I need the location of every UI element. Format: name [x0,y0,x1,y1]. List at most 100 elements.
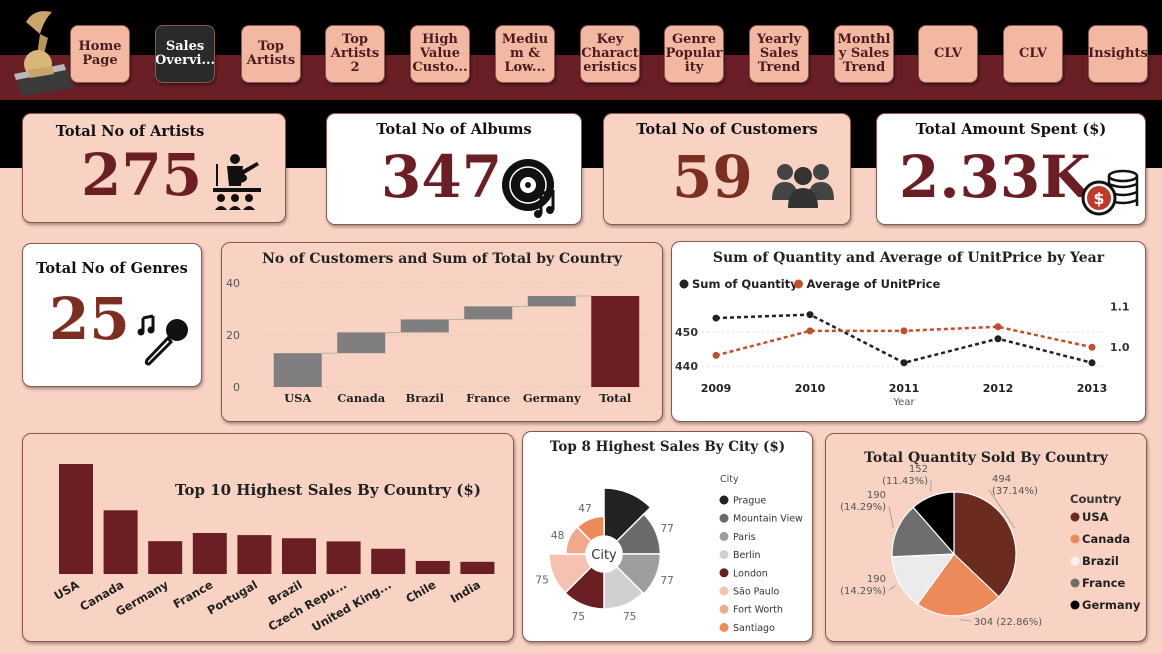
legend-label: Average of UnitPrice [807,277,941,291]
slice-pct-label: (11.43%) [882,476,928,487]
nav-button-11[interactable]: CLV [1003,25,1063,83]
performer-on-stage-icon [213,154,261,210]
bar [59,464,93,574]
legend-label: Mountain View [733,514,803,525]
x-tick-label: Chile [403,577,438,605]
nav-button-label: Monthl y Sales Trend [837,32,891,75]
data-point [712,351,720,359]
legend-marker [719,622,729,632]
nav-button-label: Genre Popular ity [665,32,723,75]
legend-marker [719,550,729,560]
x-tick-label: USA [284,391,312,405]
line-chart: Sum of Quantity Average of UnitPrice 440 45… [675,277,1130,408]
legend-label: London [733,568,768,579]
legend-marker [719,531,729,541]
slice-label: 75 [623,611,636,623]
chart-title: Top 8 Highest Sales By City ($) [549,439,786,455]
legend-marker [1070,534,1080,544]
legend-label: São Paulo [733,587,779,598]
x-tick-label: Brazil [406,391,445,405]
kpi-value: 2.33K [899,143,1091,211]
bar [282,538,316,574]
leader-line [888,584,897,591]
legend-marker [794,279,803,289]
legend-label: Santiago [733,623,775,634]
leader-line [888,505,894,529]
bar [337,332,386,354]
chart-title: Top 10 Highest Sales By Country ($) [175,481,481,499]
slice-value-label: 190 [867,574,886,585]
bar [591,296,640,387]
slice-pct-label: (14.29%) [840,502,886,513]
nav-button-9[interactable]: Monthl y Sales Trend [834,25,894,83]
nav-button-4[interactable]: High Value Custo... [410,25,470,83]
bar [415,560,450,574]
bar [371,548,406,574]
nav-button-8[interactable]: Yearly Sales Trend [749,25,809,83]
x-tick-label: Total [599,391,632,405]
x-tick-label: 2013 [1077,382,1108,395]
kpi-card-artists: Total No of Artists 275 [22,113,286,223]
data-point [1088,343,1096,351]
quantity-by-country-chart-card: Total Quantity Sold By Country 494 (37.14… [825,433,1147,642]
y-tick-label: 20 [226,329,240,342]
x-tick-label: 2010 [795,382,826,395]
x-tick-label: 2011 [889,382,920,395]
x-tick-label: USA [52,577,82,602]
kpi-card-amount: Total Amount Spent ($) 2.33K $ [876,113,1146,225]
kpi-card-customers: Total No of Customers 59 [603,113,851,225]
series-line [715,313,1093,365]
nav-button-5[interactable]: Mediu m & Low... [495,25,555,83]
legend-label: Fort Worth [733,605,783,616]
legend-label: Berlin [733,550,761,561]
nav-button-6[interactable]: Key Charact eristics [580,25,640,83]
legend-label: USA [1082,510,1109,524]
nav-button-label: High Value Custo... [412,32,468,75]
data-point [900,327,908,335]
slice-label: 48 [551,530,564,542]
nav-button-label: Mediu m & Low... [501,32,549,75]
nav-button-2[interactable]: Top Artists [241,25,301,83]
legend-label: Germany [1082,598,1141,612]
slice-label: 77 [661,575,674,587]
kpi-value: 347 [381,143,503,211]
slice-label: 75 [535,575,548,587]
nav-button-label: Top Artists [246,39,296,68]
legend-marker [719,513,729,523]
nav-button-12[interactable]: Insights [1088,25,1148,83]
nav-button-7[interactable]: Genre Popular ity [664,25,724,83]
legend-marker [719,495,729,505]
grammy-trophy-logo [14,11,74,96]
nav-button-0[interactable]: Home Page [70,25,130,83]
nav-button-label: Key Charact eristics [581,32,639,75]
kpi-value: 275 [81,141,203,209]
bar [148,541,183,574]
vinyl-record-icon [502,159,555,218]
data-point [806,327,814,335]
data-point [1088,359,1096,367]
city-sales-chart-card: Top 8 Highest Sales By City ($) 77 77 75 75… [522,431,813,642]
y-left-tick-label: 450 [675,326,698,339]
bar [400,319,449,333]
slice-pct-label: (14.29%) [840,586,886,597]
legend-label: Canada [1082,532,1130,546]
rose-slice [603,487,652,543]
nav-button-label: Top Artists 2 [330,32,380,75]
x-tick-label: France [466,391,510,405]
legend-label: Brazil [1082,554,1119,568]
y-tick-label: 40 [226,277,240,290]
x-tick-label: 2009 [701,382,732,395]
x-tick-label: Canada [337,391,385,405]
rose-slice [615,513,662,555]
pie-slice [891,553,956,605]
bar [527,296,576,307]
nav-button-10[interactable]: CLV [918,25,978,83]
slice-label: 304 (22.86%) [974,617,1042,628]
x-tick-label: India [448,577,483,605]
bar [237,535,272,574]
kpi-title: Total No of Albums [376,121,532,138]
nav-button-1[interactable]: Sales Overvi... [155,25,215,83]
nav-button-3[interactable]: Top Artists 2 [325,25,385,83]
kpi-card-albums: Total No of Albums 347 [326,113,582,225]
kpi-title: Total Amount Spent ($) [915,121,1107,138]
